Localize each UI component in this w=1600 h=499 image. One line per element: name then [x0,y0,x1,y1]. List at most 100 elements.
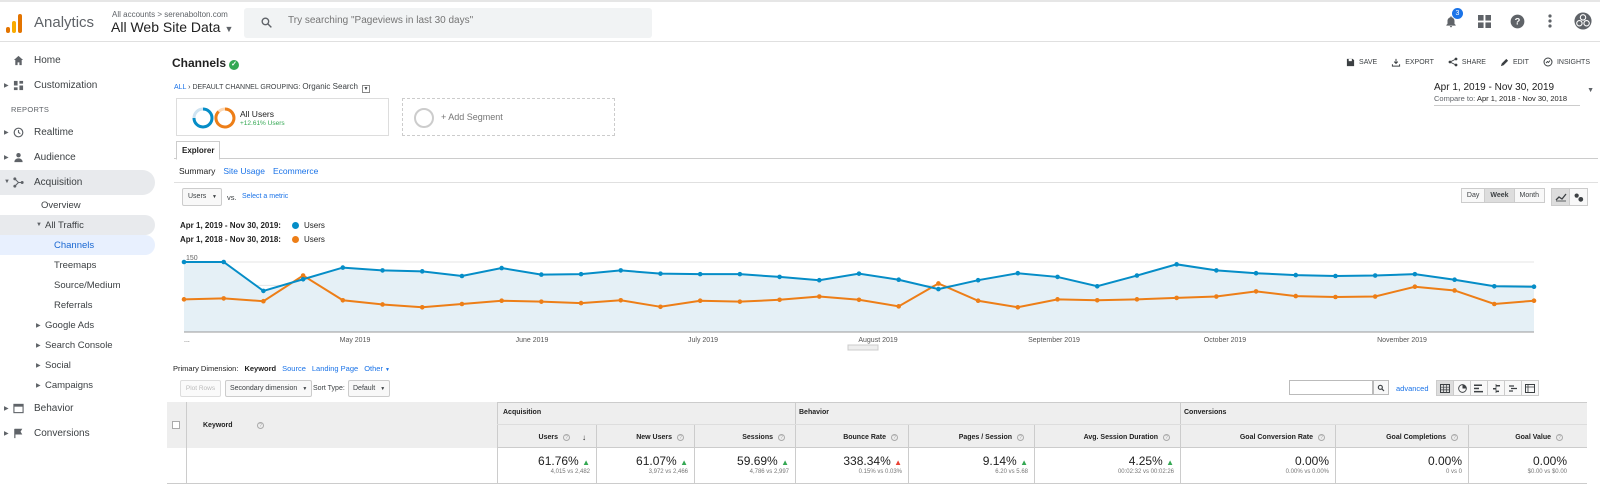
sidebar-item-all-traffic[interactable]: ▼ All Traffic [0,215,155,235]
header-goal-value[interactable]: Goal Value? [1468,425,1573,449]
trend-down-icon: ▲ [894,458,902,467]
select-all-checkbox[interactable] [172,421,180,429]
sidebar-item-acquisition[interactable]: ▼ Acquisition [0,170,155,195]
point-previous-users [380,302,385,307]
month-button[interactable]: Month [1513,188,1545,203]
account-avatar[interactable] [1574,12,1592,30]
percentage-view-button[interactable] [1453,380,1471,396]
apps-grid-icon[interactable] [1475,12,1493,30]
term-cloud-icon [1509,384,1517,392]
primary-dim-keyword[interactable]: Keyword [244,364,277,373]
sidebar-item-search-console[interactable]: ▶ Search Console [36,339,113,351]
keyword-header-cell[interactable]: Keyword ? [187,402,497,448]
header-users[interactable]: Users? ↓ [497,425,596,449]
header-bounce-rate[interactable]: Bounce Rate? [795,425,908,449]
sidebar-item-overview[interactable]: Overview [41,199,81,211]
segment-all-users[interactable]: All Users +12.61% Users [176,98,389,136]
header-goal-completions[interactable]: Goal Completions? [1335,425,1468,449]
tab-explorer[interactable]: Explorer [176,141,221,160]
primary-dim-landing-page[interactable]: Landing Page [311,364,359,373]
point-previous-users [181,297,187,302]
caret-down-icon: ▼ [1587,87,1594,94]
share-icon [1448,57,1458,67]
data-table-view-button[interactable] [1436,380,1454,396]
search-input[interactable] [288,15,628,26]
sidebar-item-behavior[interactable]: ▶ Behavior [4,403,74,414]
help-tooltip-icon[interactable]: ? [1556,433,1563,441]
help-tooltip-icon[interactable]: ? [1163,433,1170,441]
header-pages-per-session[interactable]: Pages / Session? [908,425,1034,449]
plot-rows-button[interactable]: Plot Rows [180,380,221,397]
notifications-bell-icon[interactable]: 3 [1442,8,1463,30]
grouping-dropdown-icon[interactable]: ▼ [361,85,370,93]
subtab-summary[interactable]: Summary [179,166,216,176]
sidebar-item-social[interactable]: ▶ Social [36,359,71,371]
point-current-users [459,273,465,279]
sidebar-item-home[interactable]: Home [0,48,160,73]
sidebar-item-conversions[interactable]: ▶ Conversions [4,428,90,439]
sidebar-item-audience[interactable]: ▶ Audience [4,152,76,163]
table-header-row: Users? ↓ New Users? Sessions? Bounce Rate… [497,424,1587,449]
select-metric-link[interactable]: Select a metric [242,193,289,200]
date-range-picker[interactable]: Apr 1, 2019 - Nov 30, 2019 Compare to: A… [1434,82,1594,106]
sort-type-dropdown[interactable]: Default ▼ [348,380,391,397]
sidebar-item-google-ads[interactable]: ▶ Google Ads [36,319,95,331]
help-tooltip-icon[interactable]: ? [1451,433,1458,441]
help-tooltip-icon[interactable]: ? [891,433,898,441]
secondary-dimension-dropdown[interactable]: Secondary dimension ▼ [225,380,313,397]
pivot-view-button[interactable] [1521,380,1539,396]
point-previous-users [221,296,227,301]
help-tooltip-icon[interactable]: ? [563,433,570,441]
performance-view-button[interactable] [1470,380,1488,396]
subtab-ecommerce[interactable]: Ecommerce [272,166,319,176]
sidebar-item-source-medium[interactable]: Source/Medium [54,279,121,291]
more-vert-icon[interactable] [1541,12,1559,30]
primary-dim-other[interactable]: Other ▼ [364,364,390,373]
help-tooltip-icon[interactable]: ? [1318,433,1325,441]
header-avg-session-duration[interactable]: Avg. Session Duration? [1034,425,1180,449]
table-search-input[interactable] [1289,380,1373,395]
share-button[interactable]: SHARE [1448,57,1486,67]
help-icon[interactable]: ? [1508,12,1526,30]
week-button[interactable]: Week [1484,188,1515,203]
motion-chart-button[interactable] [1569,188,1588,206]
point-current-users [1214,268,1219,273]
edit-button[interactable]: EDIT [1500,57,1529,67]
header-goal-conversion-rate[interactable]: Goal Conversion Rate? [1180,425,1335,449]
primary-dim-source[interactable]: Source [282,364,306,373]
sidebar-item-channels[interactable]: Channels [0,235,155,255]
sidebar-item-customization[interactable]: ▶ Customization [4,80,98,91]
x-tick-label: September 2019 [1028,337,1080,344]
analytics-logo-icon[interactable] [6,13,24,33]
line-chart-button[interactable] [1551,188,1570,206]
header-new-users[interactable]: New Users? [596,425,694,449]
sidebar-item-treemaps[interactable]: Treemaps [54,259,97,271]
day-button[interactable]: Day [1460,188,1486,203]
vs-label: vs. [227,193,237,202]
table-search-button[interactable] [1373,380,1389,395]
help-tooltip-icon[interactable]: ? [778,433,785,441]
add-segment-button[interactable]: + Add Segment [402,98,615,136]
term-cloud-view-button[interactable] [1504,380,1522,396]
metric-selector[interactable]: Users ▼ [182,188,222,206]
property-selector[interactable]: All Web Site Data ▼ [111,19,233,35]
sidebar-item-referrals[interactable]: Referrals [54,299,93,311]
export-button[interactable]: EXPORT [1391,57,1434,67]
help-tooltip-icon[interactable]: ? [257,422,264,429]
acquisition-icon [13,177,24,188]
crumb-all-link[interactable]: ALL [174,84,187,91]
save-button[interactable]: SAVE [1346,57,1377,67]
sidebar-item-realtime[interactable]: ▶ Realtime [4,127,74,138]
header-sessions[interactable]: Sessions? [694,425,795,449]
sidebar-item-campaigns[interactable]: ▶ Campaigns [36,379,94,391]
help-tooltip-icon[interactable]: ? [677,433,684,441]
account-breadcrumb[interactable]: All accounts > serenabolton.com [112,10,228,19]
help-tooltip-icon[interactable]: ? [1017,433,1024,441]
subtab-site-usage[interactable]: Site Usage [223,166,265,176]
point-previous-users [816,294,822,299]
comparison-view-button[interactable] [1487,380,1505,396]
advanced-filter-link[interactable]: advanced [1396,384,1429,393]
insights-button[interactable]: INSIGHTS [1543,57,1590,67]
search-bar[interactable] [244,8,652,38]
